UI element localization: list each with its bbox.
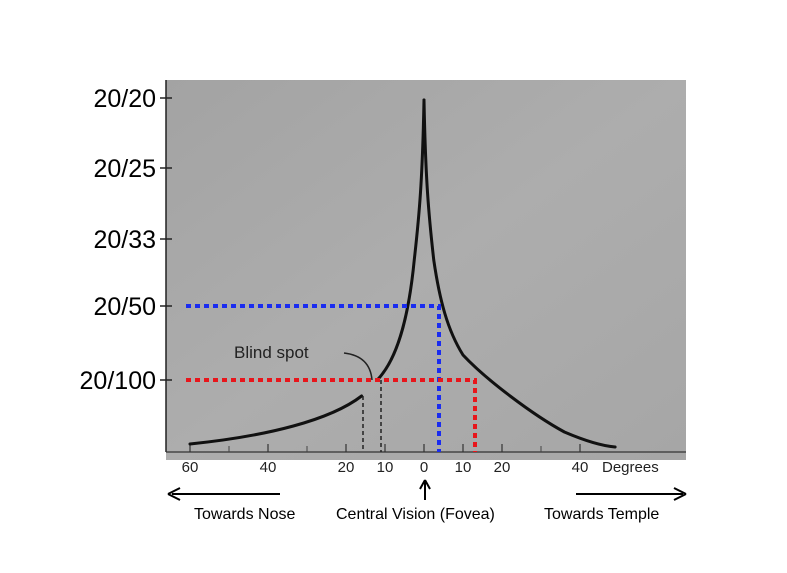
blind-spot-pointer [343, 352, 373, 381]
acuity-curve-temporal [422, 98, 617, 449]
x-tick-label: 40 [572, 459, 589, 476]
towards-nose-label: Towards Nose [194, 506, 295, 523]
arrow-left-icon [167, 487, 280, 501]
y-tick-label: 20/100 [80, 367, 156, 395]
y-tick-label: 20/20 [93, 85, 156, 113]
blind-spot-label: Blind spot [234, 343, 309, 362]
y-tick-label: 20/50 [93, 293, 156, 321]
arrow-up-icon [419, 479, 431, 500]
x-tick-label: 20 [338, 459, 355, 476]
x-tick-label: 0 [420, 459, 428, 476]
y-ticks: 20/20 20/25 20/33 20/50 20/100 [80, 85, 172, 395]
highlight-line-20-100 [186, 378, 477, 452]
x-tick-label: 10 [455, 459, 472, 476]
acuity-curve-nasal [188, 98, 426, 446]
towards-temple-label: Towards Temple [544, 506, 659, 523]
x-axis-label: Degrees [602, 459, 659, 476]
x-tick-label: 60 [182, 459, 199, 476]
x-tick-label: 40 [260, 459, 277, 476]
y-tick-label: 20/25 [93, 155, 156, 183]
x-tick-label: 20 [494, 459, 511, 476]
y-tick-label: 20/33 [93, 226, 156, 254]
x-tick-label: 10 [377, 459, 394, 476]
highlight-line-20-50 [186, 304, 441, 452]
central-vision-label: Central Vision (Fovea) [336, 506, 495, 523]
x-ticks: 60 40 20 10 0 10 20 40 [182, 444, 589, 476]
arrow-right-icon [576, 487, 687, 501]
